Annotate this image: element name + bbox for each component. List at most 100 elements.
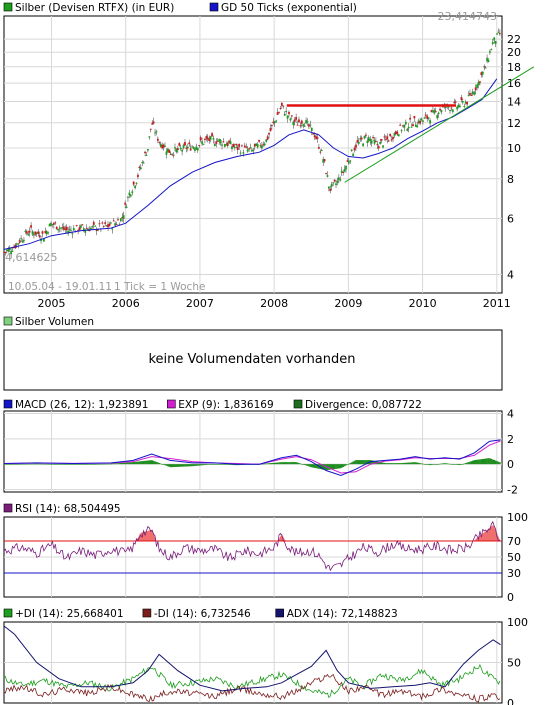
price-candle (372, 137, 374, 139)
macd-divergence-bar (131, 462, 134, 465)
macd-divergence-bar (80, 464, 82, 465)
macd-divergence-bar (377, 461, 380, 465)
price-candle (397, 134, 400, 137)
price-candle (347, 161, 350, 164)
macd-divergence-bar (335, 464, 337, 469)
macd-divergence-bar (303, 464, 306, 465)
macd-divergence-bar (332, 464, 334, 470)
price-candle (211, 133, 213, 137)
macd-divergence-bar (460, 464, 463, 465)
price-candle (48, 223, 51, 227)
price-candle (479, 81, 481, 83)
macd-divergence-bar (386, 463, 389, 465)
macd-divergence-bar (396, 463, 399, 465)
price-legend-label-0: Silber (Devisen RTFX) (in EUR) (15, 2, 174, 14)
price-candle (131, 191, 134, 194)
price-candle (461, 101, 464, 103)
macd-divergence-bar (231, 464, 233, 465)
price-y-tick-0: 4 (507, 269, 514, 282)
macd-divergence-bar (38, 463, 41, 465)
macd-divergence-bar (466, 462, 468, 465)
macd-legend-swatch-1 (167, 399, 176, 409)
macd-divergence-bar (427, 464, 430, 465)
macd-divergence-bar (490, 458, 493, 465)
macd-divergence-bar (352, 461, 354, 465)
macd-divergence-bar (487, 458, 490, 465)
price-candle (296, 124, 299, 126)
macd-divergence-bar (174, 464, 176, 467)
price-candle (119, 218, 122, 222)
rsi-overbought-fill (280, 535, 282, 541)
macd-divergence-bar (127, 462, 129, 465)
price-candle (198, 145, 201, 147)
macd-divergence-bar (330, 464, 333, 470)
macd-divergence-bar (356, 460, 359, 465)
price-candle (400, 130, 403, 132)
price-candle (258, 139, 260, 142)
macd-divergence-bar (410, 462, 413, 465)
macd-divergence-bar (271, 463, 273, 465)
price-candle (206, 137, 209, 140)
price-candle (261, 145, 263, 149)
macd-divergence-bar (94, 464, 96, 465)
price-candle (422, 120, 424, 122)
price-candle (245, 146, 248, 148)
price-candle (191, 146, 193, 148)
macd-divergence-bar (124, 462, 126, 465)
price-candle (236, 147, 239, 150)
rsi-overbought-fill (479, 535, 481, 541)
price-candle (473, 92, 476, 95)
price-candle (228, 140, 231, 144)
price-candle (433, 109, 436, 114)
macd-divergence-bar (91, 464, 94, 465)
macd-divergence-bar (16, 463, 18, 465)
macd-divergence-bar (54, 464, 57, 465)
macd-divergence-bar (201, 464, 203, 466)
macd-divergence-bar (310, 464, 313, 468)
price-candle (450, 107, 453, 109)
macd-divergence-bar (392, 463, 394, 465)
price-candle (182, 144, 185, 149)
price-candle (327, 186, 330, 189)
rsi-overbought-fill (489, 527, 491, 541)
price-candle (280, 102, 283, 106)
price-candle (47, 232, 50, 234)
macd-divergence-bar (440, 463, 443, 465)
price-candle (265, 139, 268, 142)
price-max-label: 23,414743 (438, 10, 498, 23)
rsi-overbought-fill (283, 538, 285, 541)
price-candle (101, 222, 104, 224)
macd-divergence-bar (184, 464, 186, 467)
macd-divergence-bar (288, 462, 290, 465)
macd-divergence-bar (370, 460, 373, 465)
price-candle (7, 248, 10, 252)
macd-divergence-bar (144, 460, 146, 465)
price-candle (477, 81, 480, 85)
macd-divergence-bar (479, 459, 481, 465)
macd-divergence-bar (281, 462, 283, 465)
price-candle (97, 229, 99, 231)
macd-divergence-bar (446, 463, 448, 465)
macd-divergence-bar (30, 463, 32, 465)
price-legend-swatch-0 (3, 2, 13, 12)
rsi-overbought-fill (148, 530, 151, 541)
macd-divergence-bar (393, 463, 396, 465)
macd-divergence-bar (47, 463, 49, 465)
price-candle (166, 148, 169, 152)
macd-divergence-bar (419, 463, 421, 465)
rsi-overbought-fill (281, 535, 283, 541)
macd-divergence-bar (426, 464, 429, 465)
macd-divergence-bar (41, 463, 44, 465)
price-candle (286, 115, 289, 119)
price-tick-label: 1 Tick = 1 Woche (114, 281, 205, 293)
price-candle (481, 71, 484, 75)
macd-divergence-bar (34, 463, 37, 465)
macd-divergence-bar (157, 462, 159, 465)
price-y-tick-9: 22 (507, 33, 521, 46)
macd-divergence-bar (420, 463, 423, 465)
rsi-overbought-fill (482, 533, 484, 541)
macd-divergence-bar (403, 462, 406, 465)
price-candle (255, 143, 258, 146)
macd-divergence-bar (87, 464, 89, 465)
price-candle (409, 117, 412, 120)
